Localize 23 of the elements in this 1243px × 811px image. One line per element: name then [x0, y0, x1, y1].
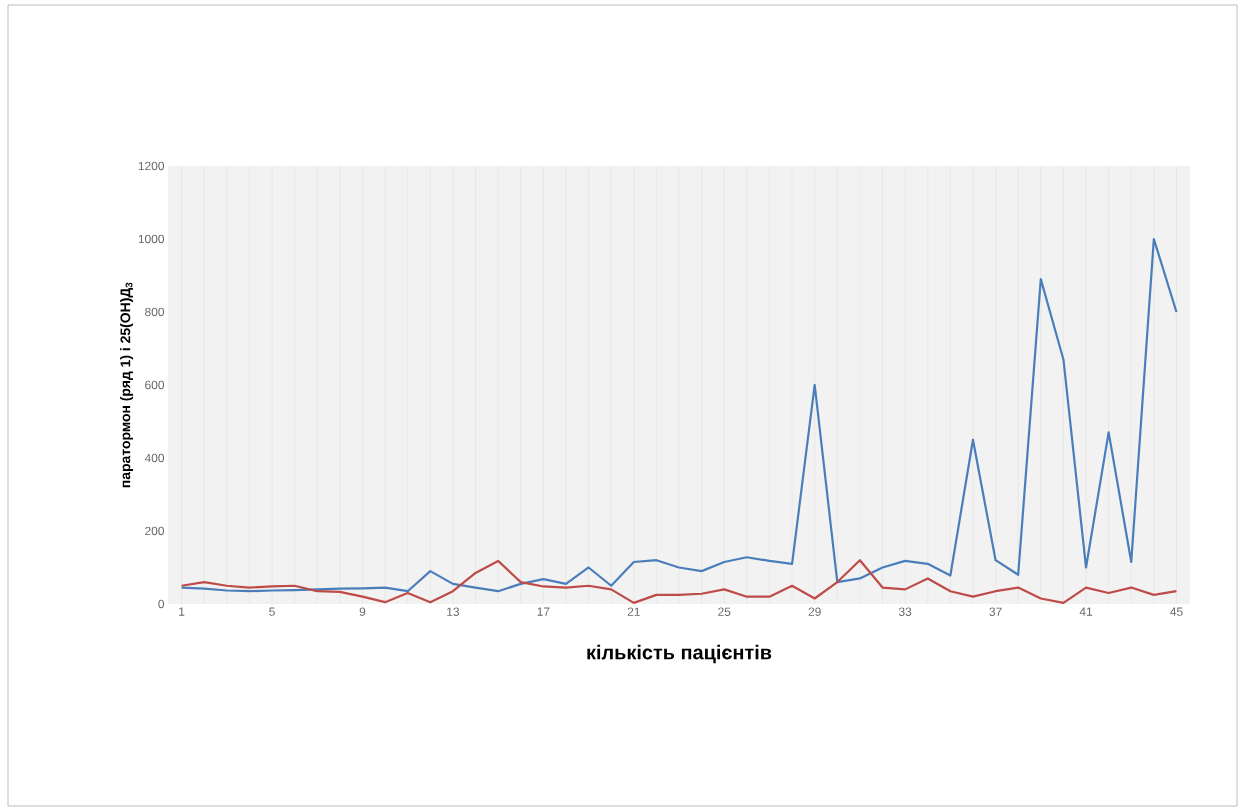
x-tick-label: 9 [359, 607, 366, 616]
x-tick-label: 41 [1079, 607, 1093, 616]
y-tick-label: 0 [158, 599, 165, 609]
x-tick-label: 37 [989, 607, 1002, 616]
x-tick-label: 21 [627, 607, 640, 616]
x-axis-title: кількість пацієнтів [587, 644, 772, 664]
y-tick-label: 200 [145, 526, 165, 536]
x-tick-label: 45 [1170, 607, 1183, 616]
x-tick-label: 25 [718, 607, 731, 616]
x-tick-label: 13 [447, 607, 460, 616]
y-tick-label: 800 [145, 307, 165, 317]
x-tick-label: 5 [269, 607, 275, 616]
y-tick-label: 600 [145, 380, 165, 390]
y-tick-label: 400 [144, 453, 165, 463]
y-tick-label: 1000 [138, 234, 165, 244]
x-tick-label: 29 [808, 607, 821, 616]
x-tick-label: 33 [898, 607, 912, 616]
x-tick-label: 17 [537, 607, 550, 616]
line-series [180, 237, 1178, 593]
y-tick-label: 1200 [138, 161, 165, 171]
x-tick-label: 1 [179, 607, 185, 616]
y-axis-title: паратормон (ряд 1) і 25(ОН)Д$_{3}$ [120, 282, 134, 488]
line-series [180, 559, 1178, 604]
